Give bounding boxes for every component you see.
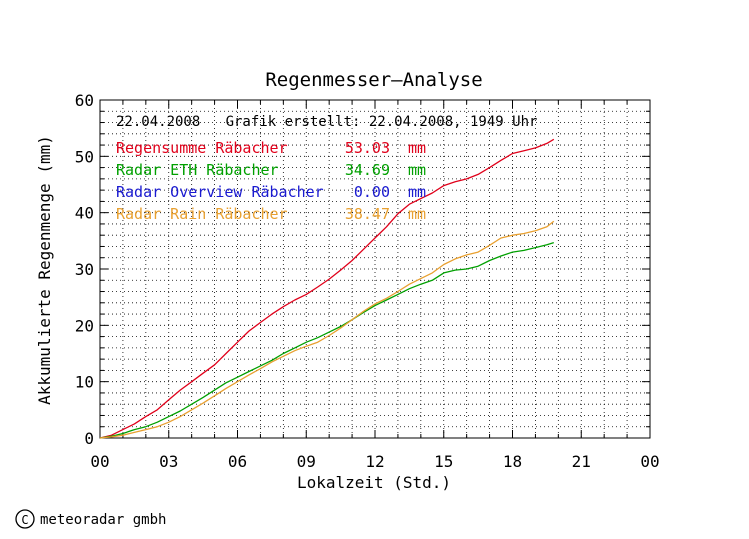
series-line bbox=[99, 220, 555, 439]
legend-item: Radar Overview Räbacher 0.00 mm bbox=[116, 183, 426, 201]
legend-item: Regensumme Räbacher 53.03 mm bbox=[116, 139, 426, 157]
legend-total-value: 38.47 bbox=[345, 205, 390, 223]
x-axis-label: Lokalzeit (Std.) bbox=[297, 473, 451, 492]
series-line bbox=[99, 241, 554, 439]
legend-unit: mm bbox=[408, 183, 426, 201]
y-tick-label: 60 bbox=[75, 91, 94, 110]
chart-grid bbox=[100, 100, 650, 438]
series-lines bbox=[99, 138, 555, 439]
y-axis-ticks: 0 10 20 30 40 50 60 bbox=[75, 91, 650, 448]
footer: C meteoradar gmbh bbox=[15, 509, 166, 529]
x-tick-label: 21 bbox=[572, 452, 591, 471]
info-line: 22.04.2008 Grafik erstellt: 22.04.2008, … bbox=[116, 114, 537, 130]
legend-series-name: Regensumme Räbacher bbox=[116, 139, 288, 157]
copyright-icon bbox=[15, 509, 35, 529]
y-tick-label: 0 bbox=[84, 429, 94, 448]
legend-total-value: 34.69 bbox=[345, 161, 390, 179]
legend-unit: mm bbox=[408, 139, 426, 157]
x-tick-label: 09 bbox=[297, 452, 316, 471]
x-tick-label: 00 bbox=[640, 452, 659, 471]
legend-series-name: Radar ETH Räbacher bbox=[116, 161, 279, 179]
x-tick-label: 06 bbox=[228, 452, 247, 471]
x-tick-label: 18 bbox=[503, 452, 522, 471]
copyright-symbol: C bbox=[21, 513, 28, 527]
x-axis-ticks: 00 03 06 09 12 15 18 21 00 bbox=[90, 100, 660, 471]
legend-unit: mm bbox=[408, 161, 426, 179]
legend-item: Radar ETH Räbacher 34.69 mm bbox=[116, 161, 426, 179]
y-tick-label: 20 bbox=[75, 316, 94, 335]
company-name: meteoradar gmbh bbox=[40, 512, 166, 528]
legend-unit: mm bbox=[408, 205, 426, 223]
y-tick-label: 40 bbox=[75, 204, 94, 223]
x-tick-label: 12 bbox=[365, 452, 384, 471]
chart-title: Regenmesser—Analyse bbox=[265, 69, 482, 91]
legend-series-name: Radar Overview Räbacher bbox=[116, 183, 324, 201]
y-tick-label: 50 bbox=[75, 147, 94, 166]
y-tick-label: 10 bbox=[75, 373, 94, 392]
y-axis-label: Akkumulierte Regenmenge (mm) bbox=[35, 135, 54, 405]
legend-total-value: 0.00 bbox=[354, 183, 390, 201]
y-tick-label: 30 bbox=[75, 260, 94, 279]
x-tick-label: 00 bbox=[90, 452, 109, 471]
x-tick-label: 03 bbox=[159, 452, 178, 471]
series-line bbox=[99, 138, 555, 439]
legend-series-name: Radar Rain Räbacher bbox=[116, 205, 288, 223]
legend-item: Radar Rain Räbacher 38.47 mm bbox=[116, 205, 426, 223]
x-tick-label: 15 bbox=[434, 452, 453, 471]
legend-total-value: 53.03 bbox=[345, 139, 390, 157]
